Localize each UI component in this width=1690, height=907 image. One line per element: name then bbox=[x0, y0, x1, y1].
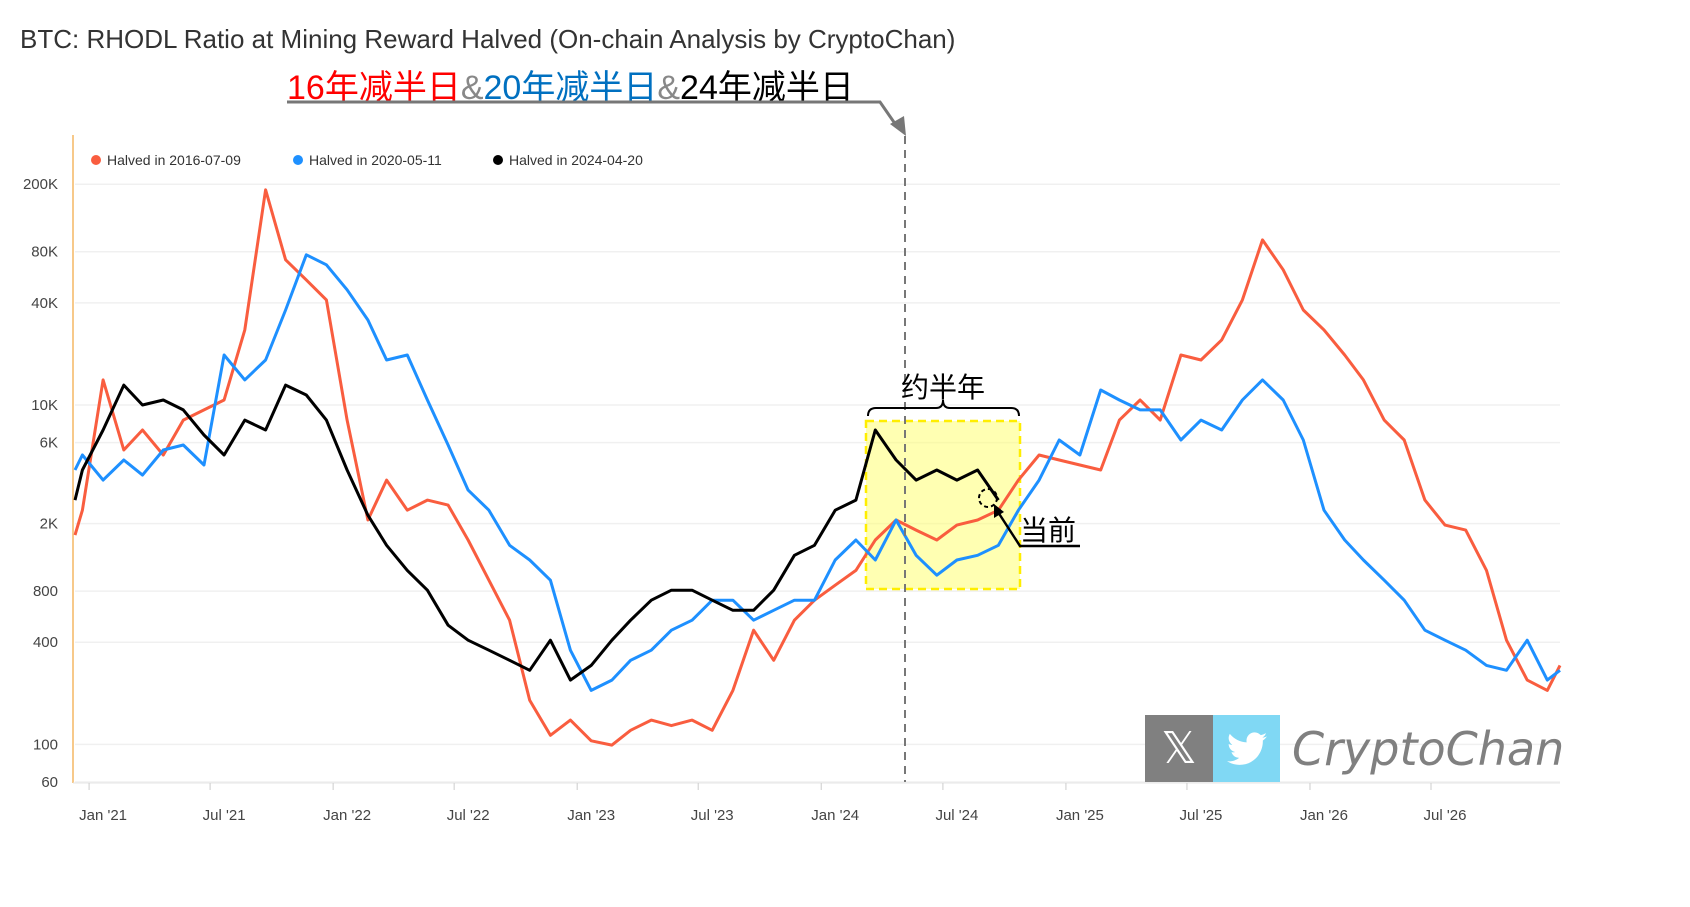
current-label: 当前 bbox=[1020, 515, 1076, 546]
x-tick-label: Jul '23 bbox=[691, 807, 734, 824]
legend-marker bbox=[293, 155, 303, 165]
x-tick-label: Jul '26 bbox=[1424, 807, 1467, 824]
twitter-bird-icon bbox=[1213, 715, 1280, 782]
arrowhead-icon bbox=[890, 116, 906, 136]
half-year-highlight-box bbox=[864, 419, 1022, 591]
series-line-2020-05-11 bbox=[73, 253, 1561, 692]
chart-title: BTC: RHODL Ratio at Mining Reward Halved… bbox=[20, 24, 956, 54]
subtitle-amp: & bbox=[460, 69, 484, 107]
half-year-label: 约半年 bbox=[901, 372, 985, 403]
y-tick-label: 100 bbox=[33, 736, 58, 753]
x-tick-label: Jan '21 bbox=[79, 807, 127, 824]
x-tick-label: Jan '25 bbox=[1056, 807, 1104, 824]
current-marker bbox=[978, 488, 998, 508]
legend-marker bbox=[493, 155, 503, 165]
x-tick-label: Jul '25 bbox=[1180, 807, 1223, 824]
y-tick-label: 200K bbox=[23, 176, 58, 193]
x-tick-label: Jul '24 bbox=[935, 807, 978, 824]
y-tick-label: 2K bbox=[40, 516, 58, 533]
x-tick-label: Jul '21 bbox=[203, 807, 246, 824]
chart-subtitle: 16年减半日&20年减半日&24年减半日 bbox=[287, 60, 854, 109]
x-logo-icon: 𝕏 bbox=[1145, 715, 1213, 782]
half-year-brace bbox=[867, 399, 1020, 417]
y-tick-label: 60 bbox=[41, 774, 58, 791]
subtitle-underline-arrow bbox=[287, 100, 900, 129]
legend-label: Halved in 2016-07-09 bbox=[107, 152, 241, 168]
watermark-name: CryptoChan bbox=[1292, 721, 1565, 776]
series-line-2016-07-09 bbox=[73, 188, 1562, 747]
y-tick-label: 6K bbox=[40, 435, 58, 452]
x-tick-label: Jan '23 bbox=[567, 807, 615, 824]
x-tick-label: Jan '24 bbox=[811, 807, 859, 824]
y-tick-label: 80K bbox=[31, 244, 58, 261]
series-line-2024-04-20 bbox=[73, 383, 1000, 682]
subtitle-amp: & bbox=[657, 69, 681, 107]
arrowhead-icon bbox=[994, 504, 1004, 518]
legend-label: Halved in 2024-04-20 bbox=[509, 152, 643, 168]
current-arrow bbox=[996, 511, 1080, 548]
y-tick-label: 40K bbox=[31, 295, 58, 312]
legend-marker bbox=[91, 155, 101, 165]
y-tick-label: 400 bbox=[33, 634, 58, 651]
x-tick-label: Jan '22 bbox=[323, 807, 371, 824]
y-tick-label: 10K bbox=[31, 397, 58, 414]
y-tick-label: 800 bbox=[33, 583, 58, 600]
legend-label: Halved in 2020-05-11 bbox=[309, 152, 442, 168]
x-tick-label: Jul '22 bbox=[447, 807, 490, 824]
x-tick-label: Jan '26 bbox=[1300, 807, 1348, 824]
watermark: 𝕏 CryptoChan bbox=[1145, 715, 1564, 782]
